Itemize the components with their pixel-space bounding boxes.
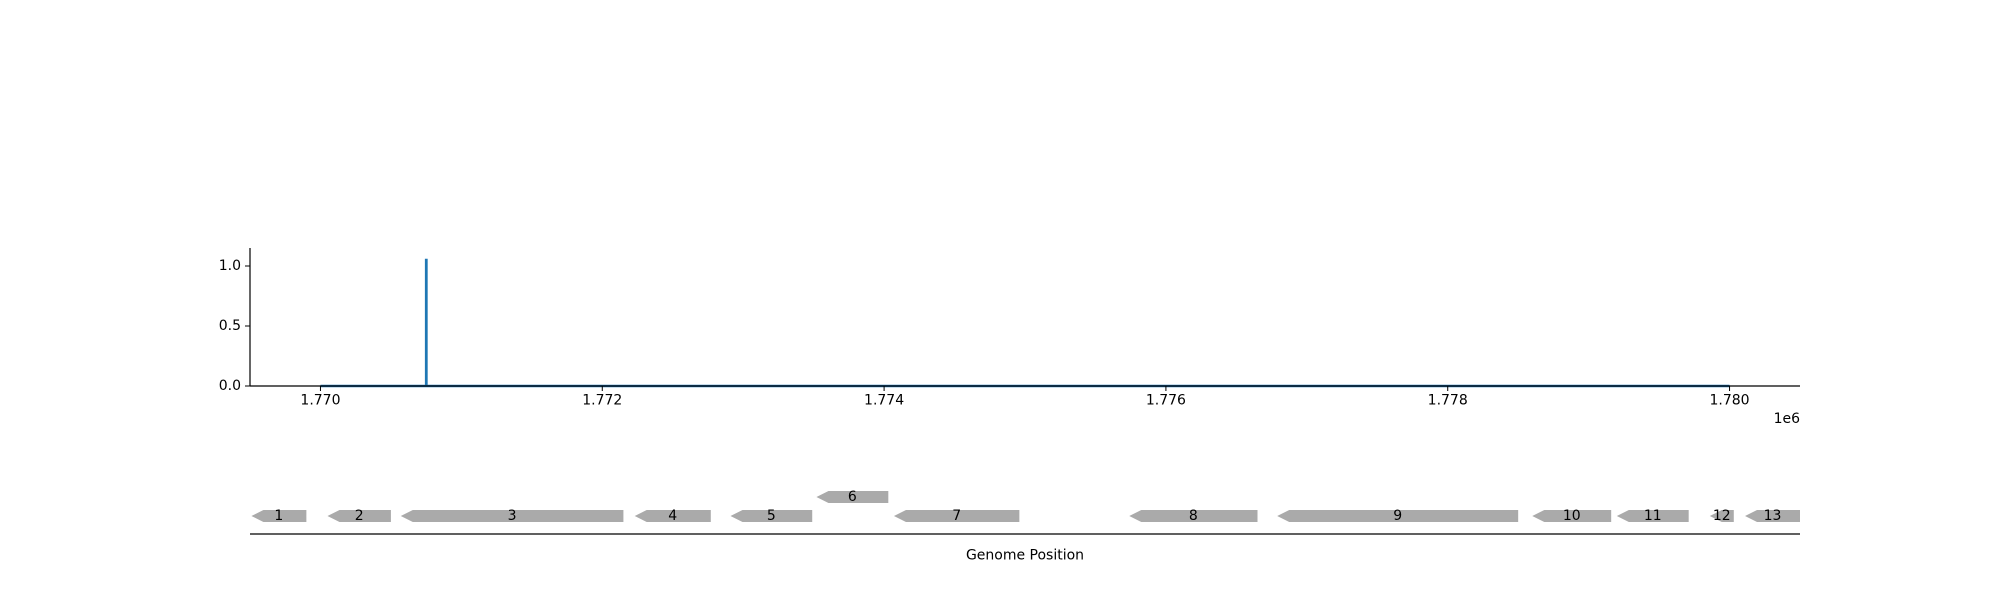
gene-arrow-2 [327,510,391,522]
gene-track-panel: 1 2 3 4 567 8 9 10 11 12 13 Genome Position [250,489,1800,564]
gene-arrow-5 [730,510,813,522]
gene-arrow-13 [1745,510,1800,522]
gene-label-4: 4 [668,508,677,524]
gene-arrow-4 [634,510,711,522]
y-ticks: 0.0 0.5 1.0 [219,258,250,394]
gene-track-xlabel: Genome Position [966,548,1084,564]
gene-label-9: 9 [1393,508,1402,524]
gene-label-11: 11 [1644,508,1662,524]
gene-label-5: 5 [767,508,776,524]
x-tick-label: 1.774 [864,393,904,409]
gene-arrow-7 [893,510,1020,522]
coverage-panel: 1.770 1.772 1.774 1.776 1.778 1.780 0.0 0.5 1.0… [219,248,1800,427]
gene-arrow-1 [251,510,307,522]
x-offset-label: 1e6 [1774,411,1801,427]
y-tick-label: 0.0 [219,378,241,394]
gene-arrow-12 [1709,510,1734,522]
gene-arrow-10 [1532,510,1612,522]
coverage-series-line [320,258,1730,388]
gene-label-1: 1 [274,508,283,524]
x-tick-label: 1.770 [300,393,340,409]
gene-arrow-9 [1277,510,1519,522]
gene-label-13: 13 [1764,508,1782,524]
gene-track: 1 2 3 4 567 8 9 10 11 12 13 [251,489,1800,524]
gene-label-7: 7 [952,508,961,524]
gene-label-3: 3 [508,508,517,524]
gene-label-2: 2 [355,508,364,524]
gene-label-10: 10 [1563,508,1581,524]
x-ticks: 1.770 1.772 1.774 1.776 1.778 1.780 [300,386,1750,409]
x-tick-label: 1.776 [1146,393,1186,409]
y-tick-label: 0.5 [219,318,241,334]
x-tick-label: 1.780 [1709,393,1749,409]
gene-arrow-11 [1616,510,1689,522]
gene-label-8: 8 [1189,508,1198,524]
gene-arrow-3 [400,510,624,522]
gene-label-12: 12 [1713,508,1731,524]
x-tick-label: 1.778 [1428,393,1468,409]
gene-label-6: 6 [848,489,857,505]
gene-arrow-6 [816,491,889,503]
coverage-line-layer [320,258,1730,388]
y-tick-label: 1.0 [219,258,241,274]
gene-arrow-8 [1129,510,1258,522]
x-tick-label: 1.772 [582,393,622,409]
